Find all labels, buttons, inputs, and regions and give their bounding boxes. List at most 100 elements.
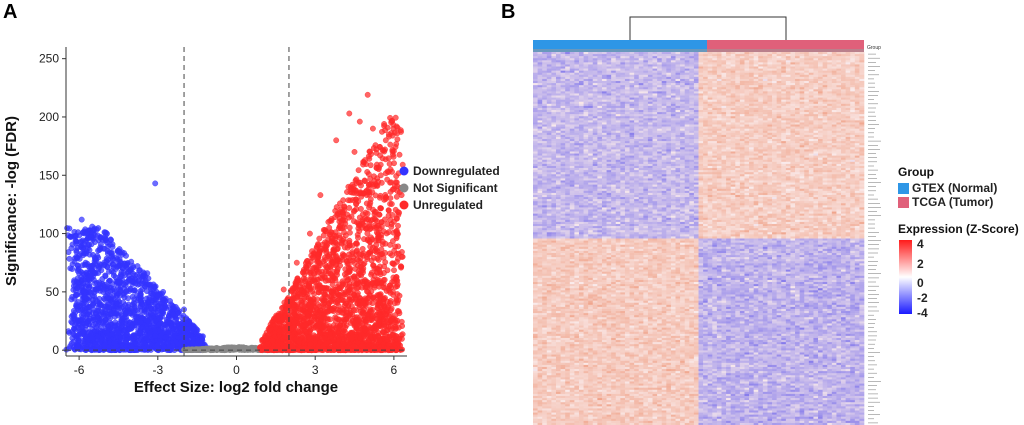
heatmap-cell bbox=[657, 54, 663, 57]
point-downregulated bbox=[112, 319, 119, 326]
heatmap-cell bbox=[739, 56, 745, 59]
heatmap-cell bbox=[822, 54, 828, 57]
heatmap-cell bbox=[542, 52, 548, 55]
heatmap-cell bbox=[542, 58, 548, 61]
point-unregulated bbox=[377, 205, 384, 212]
point-unregulated bbox=[308, 319, 314, 326]
heatmap-cell bbox=[624, 68, 630, 71]
point-unregulated bbox=[315, 343, 321, 350]
point-downregulated bbox=[102, 328, 109, 334]
point-unregulated bbox=[358, 251, 365, 258]
point-unregulated bbox=[315, 242, 322, 249]
heatmap-cell bbox=[716, 60, 722, 63]
heatmap-cell bbox=[615, 62, 621, 65]
heatmap-cell bbox=[808, 52, 814, 55]
heatmap-cell bbox=[859, 64, 865, 67]
heatmap-cell bbox=[808, 58, 814, 61]
point-downregulated bbox=[81, 293, 88, 300]
point-downregulated bbox=[152, 180, 159, 187]
heatmap-cell bbox=[822, 56, 828, 59]
point-unregulated bbox=[333, 269, 340, 276]
heatmap-cell bbox=[569, 60, 575, 63]
heatmap-cell bbox=[767, 52, 773, 55]
point-unregulated bbox=[367, 148, 373, 155]
heatmap-cell bbox=[689, 62, 695, 65]
heatmap-cell bbox=[565, 58, 571, 61]
point-unregulated bbox=[349, 181, 356, 188]
heatmap-cell bbox=[533, 58, 538, 61]
point-downregulated bbox=[191, 326, 198, 333]
heatmap-cell bbox=[611, 64, 617, 67]
point-downregulated bbox=[104, 291, 111, 298]
point-unregulated bbox=[394, 281, 401, 288]
heatmap-cell bbox=[555, 64, 561, 67]
heatmap-cell bbox=[565, 62, 571, 65]
point-unregulated bbox=[304, 313, 311, 320]
heatmap-cell bbox=[795, 62, 800, 65]
point-downregulated bbox=[112, 274, 119, 281]
heatmap-cell bbox=[684, 66, 690, 69]
heatmap-cell bbox=[785, 60, 791, 63]
heatmap-cell bbox=[693, 58, 699, 61]
heatmap-cell bbox=[624, 64, 630, 67]
heatmap-cell bbox=[643, 52, 649, 55]
heatmap-cell bbox=[726, 62, 731, 65]
point-downregulated bbox=[152, 327, 158, 334]
heatmap-cell bbox=[601, 64, 607, 67]
point-downregulated bbox=[127, 334, 134, 341]
heatmap-cell bbox=[675, 52, 681, 55]
point-downregulated bbox=[102, 229, 109, 236]
heatmap-cell bbox=[818, 66, 823, 69]
point-downregulated bbox=[131, 287, 138, 293]
point-downregulated bbox=[95, 247, 102, 254]
heatmap-cell bbox=[629, 56, 635, 59]
heatmap-cell bbox=[592, 68, 598, 71]
point-unregulated bbox=[381, 148, 388, 155]
point-unregulated bbox=[361, 333, 367, 340]
heatmap-cell bbox=[799, 54, 805, 57]
heatmap-cell bbox=[670, 52, 676, 55]
heatmap-cell bbox=[758, 60, 764, 63]
heatmap-cell bbox=[652, 64, 658, 67]
heatmap-cell bbox=[841, 60, 846, 63]
point-downregulated bbox=[96, 264, 103, 270]
heatmap-cell bbox=[827, 66, 833, 69]
heatmap-cell bbox=[735, 52, 741, 55]
heatmap-cell bbox=[611, 68, 617, 71]
heatmap-cell bbox=[772, 58, 777, 61]
point-unregulated bbox=[288, 325, 295, 332]
point-unregulated bbox=[329, 295, 336, 302]
point-unregulated bbox=[393, 250, 400, 257]
heatmap-cell bbox=[601, 60, 607, 63]
heatmap-cell bbox=[753, 64, 759, 67]
heatmap-cell bbox=[638, 62, 644, 65]
point-unregulated bbox=[368, 234, 374, 241]
heatmap-cell bbox=[643, 60, 649, 63]
heatmap-cell bbox=[661, 60, 667, 63]
heatmap-cell bbox=[578, 64, 584, 67]
point-unregulated bbox=[332, 252, 339, 259]
heatmap-cell bbox=[624, 66, 630, 69]
heatmap-cell bbox=[533, 54, 538, 57]
point-unregulated bbox=[332, 207, 339, 214]
heatmap-cell bbox=[569, 66, 575, 69]
point-downregulated bbox=[66, 225, 73, 232]
point-downregulated bbox=[89, 267, 96, 274]
heatmap-cell bbox=[845, 60, 851, 63]
heatmap-cell bbox=[804, 52, 810, 55]
point-downregulated bbox=[101, 342, 108, 349]
point-unregulated bbox=[398, 128, 404, 135]
point-unregulated bbox=[362, 327, 368, 333]
point-unregulated bbox=[346, 224, 353, 231]
point-unregulated bbox=[264, 341, 271, 347]
point-downregulated bbox=[84, 311, 91, 317]
heatmap-cell bbox=[565, 56, 571, 59]
point-unregulated bbox=[337, 285, 344, 292]
point-unregulated bbox=[397, 263, 404, 270]
point-downregulated bbox=[81, 249, 88, 256]
heatmap-cell bbox=[601, 52, 607, 55]
point-downregulated bbox=[69, 266, 76, 272]
heatmap-cell bbox=[592, 56, 598, 59]
heatmap-cell bbox=[795, 58, 800, 61]
heatmap-cell bbox=[638, 60, 644, 63]
